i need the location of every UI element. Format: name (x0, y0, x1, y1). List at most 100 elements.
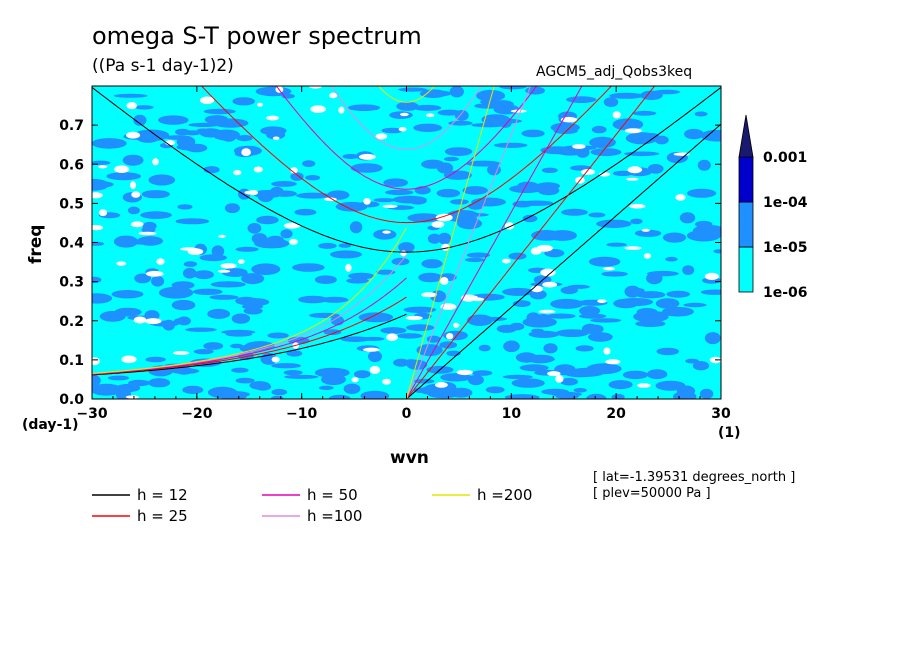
low-power-gap (440, 303, 457, 310)
low-power-gap (572, 144, 586, 149)
power-blob (413, 123, 443, 132)
power-blob (106, 172, 141, 181)
power-blob (305, 175, 321, 181)
power-blob (485, 386, 505, 394)
low-power-gap (290, 167, 298, 174)
power-blob (323, 329, 342, 336)
power-blob (183, 130, 202, 136)
power-blob (608, 380, 633, 390)
power-blob (403, 306, 437, 313)
chart-title: omega S-T power spectrum (92, 22, 422, 50)
low-power-gap (218, 234, 226, 238)
colorbar-label: 1e-04 (763, 195, 808, 211)
x-tick-label: −20 (181, 406, 212, 422)
power-blob (128, 379, 151, 387)
low-power-gap (310, 105, 326, 113)
power-blob (360, 390, 390, 399)
power-blob (327, 190, 350, 200)
power-blob (436, 162, 454, 174)
low-power-gap (405, 315, 423, 321)
power-blob (439, 341, 458, 349)
low-power-gap (131, 191, 141, 198)
legend-label: h = 50 (307, 486, 358, 504)
power-blob (694, 111, 708, 117)
power-blob (588, 332, 613, 342)
power-blob (692, 361, 710, 371)
power-blob (546, 313, 576, 319)
low-power-gap (456, 369, 473, 376)
kelvin-wave-curve (406, 86, 532, 399)
power-blob (636, 291, 666, 299)
power-blob (380, 327, 407, 334)
low-power-gap (704, 272, 720, 280)
low-power-gap (382, 378, 391, 385)
rossby-wave-curve (405, 398, 407, 399)
low-power-gap (510, 109, 527, 113)
low-power-gap (266, 115, 279, 121)
power-blob (346, 278, 369, 284)
colorbar-segment (738, 201, 754, 248)
power-blob (182, 385, 204, 394)
power-blob (443, 170, 472, 180)
power-blob (296, 192, 331, 199)
power-blob (467, 314, 493, 326)
power-blob (699, 388, 714, 399)
power-blob (656, 347, 680, 356)
low-power-gap (272, 136, 280, 140)
low-power-gap (241, 148, 251, 157)
power-blob (271, 181, 297, 187)
power-blob (170, 368, 200, 374)
low-power-gap (627, 166, 643, 174)
y-axis-ticks: 0.0 0.1 0.2 0.3 0.4 0.5 0.6 0.7 (59, 118, 721, 408)
low-power-gap (431, 221, 445, 228)
y-tick-label: 0.2 (59, 314, 84, 330)
power-blob (383, 178, 409, 187)
power-blob (92, 293, 113, 304)
power-blob (185, 143, 208, 153)
power-blob (682, 265, 695, 275)
low-power-gap (605, 359, 621, 365)
power-blob (567, 284, 590, 289)
power-blob (633, 310, 669, 323)
power-blob (183, 261, 198, 267)
power-blob (92, 374, 101, 387)
power-blob (148, 378, 171, 388)
low-power-gap (271, 356, 280, 363)
x-tick-label: 20 (606, 406, 626, 422)
low-power-gap (555, 375, 564, 383)
annotation-plev: [ plev=50000 Pa ] (593, 486, 711, 501)
low-power-gap (453, 322, 460, 328)
power-blob (396, 333, 423, 339)
colorbar-segment (738, 246, 754, 293)
y-tick-label: 0.0 (59, 392, 84, 408)
power-blob (550, 122, 580, 133)
power-blob (348, 104, 381, 111)
low-power-gap (133, 316, 147, 324)
power-blob (343, 383, 361, 394)
power-blob (687, 188, 717, 198)
low-power-gap (359, 153, 376, 160)
power-blob (271, 388, 288, 396)
power-blob (328, 394, 351, 399)
power-blob (350, 163, 383, 173)
power-blob (590, 318, 622, 323)
power-blob (254, 382, 272, 391)
power-blob (141, 190, 170, 199)
power-blob (340, 336, 370, 343)
power-blob (177, 316, 191, 326)
low-power-gap (145, 270, 164, 277)
low-power-gap (382, 204, 398, 208)
y-axis-label: freq (26, 224, 46, 264)
power-blob (553, 303, 569, 309)
power-blob (158, 115, 189, 125)
power-blob (247, 223, 262, 234)
power-blob (555, 329, 589, 337)
low-power-gap (400, 112, 409, 117)
power-blob (575, 146, 590, 158)
power-blob (283, 370, 303, 376)
power-blob (695, 220, 713, 228)
power-blob (225, 332, 253, 337)
power-blob (640, 90, 663, 101)
power-blob (151, 275, 165, 287)
